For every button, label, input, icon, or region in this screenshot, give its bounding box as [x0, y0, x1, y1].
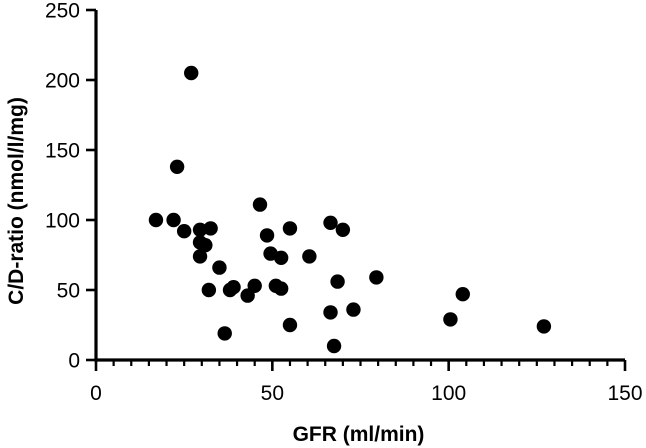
- y-axis-label: C/D-ratio (nmol/l/mg): [5, 97, 28, 305]
- y-tick-label-100: 100: [45, 210, 80, 233]
- data-point: [335, 222, 351, 237]
- data-point: [148, 212, 164, 228]
- y-tick-label-250: 250: [45, 0, 80, 23]
- data-point: [273, 281, 289, 296]
- data-point: [326, 338, 342, 354]
- data-point: [259, 228, 275, 243]
- x-tick-label-0: 0: [90, 382, 102, 405]
- y-tick-label-150: 150: [45, 140, 80, 163]
- data-point: [247, 278, 262, 293]
- y-tick-label-50: 50: [57, 280, 80, 303]
- data-point: [192, 249, 208, 264]
- data-point: [282, 221, 298, 236]
- x-tick-label-100: 100: [431, 382, 466, 405]
- data-point: [273, 250, 289, 265]
- data-point: [176, 224, 192, 239]
- y-axis-ticks: 0 50 100 150 200 250: [45, 0, 96, 373]
- x-axis-label: GFR (ml/min): [293, 423, 425, 446]
- data-point: [203, 221, 218, 236]
- data-point: [443, 312, 458, 327]
- x-tick-label-50: 50: [261, 382, 284, 405]
- data-point: [323, 305, 338, 320]
- data-point: [282, 317, 298, 333]
- data-point: [169, 159, 185, 174]
- data-point: [330, 274, 345, 289]
- data-point: [369, 270, 384, 285]
- data-point: [455, 287, 470, 302]
- data-point: [201, 282, 217, 298]
- y-tick-label-200: 200: [45, 70, 80, 93]
- data-point: [302, 249, 317, 264]
- data-point: [323, 215, 338, 230]
- x-axis-ticks: 0 50 100 150: [90, 360, 643, 405]
- data-point: [226, 280, 241, 295]
- data-point: [346, 302, 361, 317]
- y-tick-label-0: 0: [68, 350, 80, 373]
- x-tick-label-150: 150: [607, 382, 642, 405]
- data-points: [148, 65, 552, 354]
- data-point: [212, 260, 227, 275]
- data-point: [536, 319, 552, 334]
- data-point: [192, 222, 208, 237]
- data-point: [252, 197, 268, 212]
- data-point: [217, 326, 232, 341]
- data-point: [166, 212, 181, 228]
- data-point: [184, 65, 199, 81]
- data-point: [198, 238, 213, 253]
